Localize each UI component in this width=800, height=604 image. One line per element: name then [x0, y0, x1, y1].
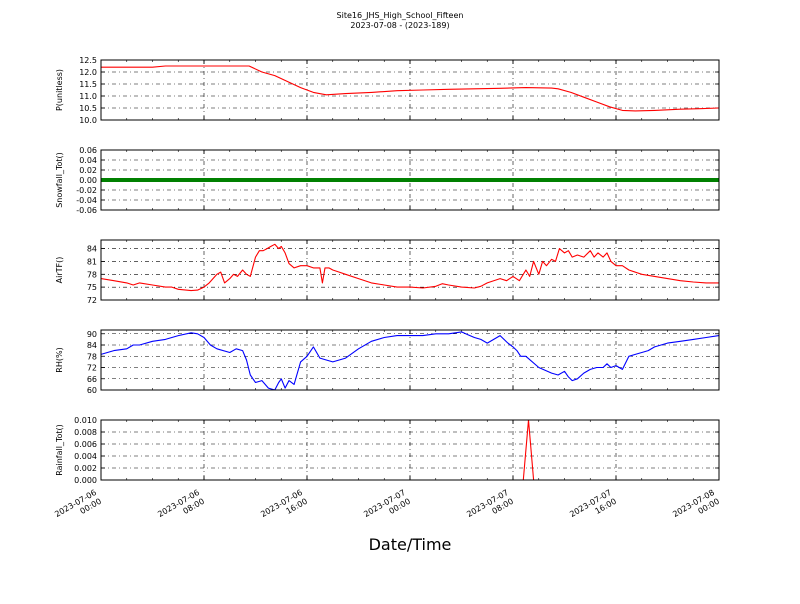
- series-line: [101, 65, 720, 112]
- y-tick-label: 0.008: [74, 428, 97, 437]
- x-tick-labels: 2023-07-0600:00 2023-07-0608:00 2023-07-06…: [53, 488, 721, 528]
- y-tick-label: 72: [87, 364, 97, 373]
- y-axis-label: P(unitless): [55, 69, 64, 111]
- y-tick-label: 0.06: [79, 146, 97, 155]
- series-line: [100, 243, 719, 292]
- y-tick-label: 10.5: [79, 104, 97, 113]
- y-tick-label: 78: [87, 270, 97, 279]
- x-tick-label: 2023-07-0708:00: [465, 488, 515, 528]
- y-tick-label: 0.002: [74, 464, 97, 473]
- chart-title-line1: Site16_JHS_High_School_Fifteen: [337, 11, 464, 20]
- y-tick-label: -0.04: [76, 196, 97, 205]
- y-tick-label: 84: [87, 245, 97, 254]
- y-axis-label: AirTF(): [55, 257, 64, 284]
- y-tick-label: 12.5: [79, 56, 97, 65]
- chart-panel-4: 60 66 72 78 84 90 RH(%): [55, 329, 720, 395]
- y-tick-label: 12.0: [79, 68, 97, 77]
- x-tick-label: 2023-07-0700:00: [362, 488, 412, 528]
- y-tick-label: 78: [87, 352, 97, 361]
- y-tick-label: 0.00: [79, 176, 97, 185]
- y-tick-label: 0.000: [74, 476, 97, 485]
- y-tick-label: 11.0: [79, 92, 97, 101]
- plot-frame: [100, 149, 720, 211]
- y-axis-label: Rainfall_Tot(): [55, 424, 64, 476]
- plot-frame: [100, 329, 720, 391]
- chart-title-line2: 2023-07-08 - (2023-189): [350, 21, 449, 30]
- chart-panel-2: -0.06-0.04-0.020.000.020.040.06 Snowfall_…: [55, 146, 720, 215]
- y-tick-label: 90: [87, 330, 97, 339]
- y-tick-label: 66: [87, 375, 97, 384]
- chart-panel-3: 72 75 78 81 84 AirTF(): [55, 239, 720, 305]
- series-line: [100, 331, 720, 391]
- plot-frame: [100, 239, 720, 301]
- y-tick-label: -0.02: [76, 186, 97, 195]
- y-tick-label: 0.04: [79, 156, 97, 165]
- y-tick-label: 81: [87, 257, 97, 266]
- x-tick-label: 2023-07-0608:00: [156, 488, 206, 528]
- x-tick-label: 2023-07-0800:00: [671, 488, 721, 528]
- y-tick-label: 10.0: [79, 116, 97, 125]
- y-tick-label: 0.02: [79, 166, 97, 175]
- plot-frame: [100, 419, 720, 481]
- plot-frame: [100, 59, 720, 121]
- y-tick-label: 11.5: [79, 80, 97, 89]
- y-axis-label: RH(%): [55, 347, 64, 372]
- chart-panels: 10.0 10.5 11.0 11.5 12.0 12.5 P(unitless) -0.06…: [53, 56, 721, 528]
- y-tick-label: -0.06: [76, 206, 97, 215]
- x-tick-label: 2023-07-0616:00: [259, 488, 309, 528]
- y-tick-label: 60: [87, 386, 97, 395]
- y-axis-label: Snowfall_Tot(): [55, 152, 64, 208]
- chart-panel-5: 0.000 0.002 0.004 0.006 0.008 0.010 Rainfall_T…: [55, 416, 720, 485]
- y-tick-label: 0.010: [74, 416, 97, 425]
- y-tick-label: 0.006: [74, 440, 97, 449]
- y-tick-label: 0.004: [74, 452, 97, 461]
- x-tick-label: 2023-07-0600:00: [53, 488, 103, 528]
- y-tick-label: 75: [87, 283, 97, 292]
- y-tick-label: 84: [87, 341, 97, 350]
- y-tick-label: 72: [87, 296, 97, 305]
- chart-panel-1: 10.0 10.5 11.0 11.5 12.0 12.5 P(unitless): [55, 56, 720, 125]
- x-axis-label: Date/Time: [369, 535, 452, 554]
- x-tick-label: 2023-07-0716:00: [568, 488, 618, 528]
